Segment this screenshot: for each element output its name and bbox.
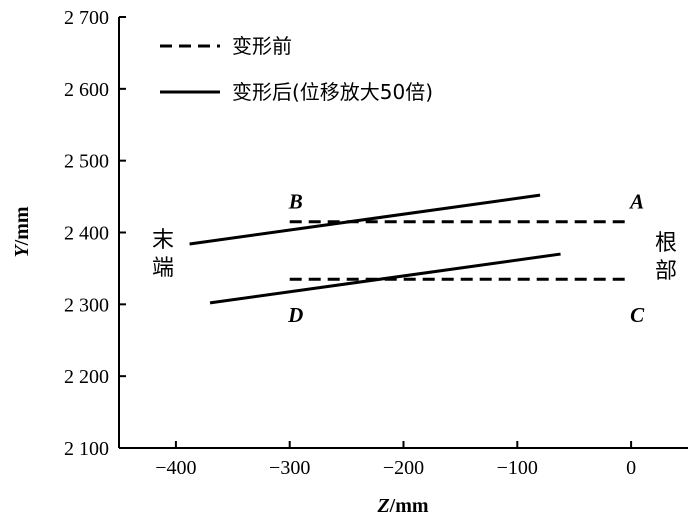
legend-label-after: 变形后(位移放大50倍) xyxy=(232,80,433,104)
x-tick-label: 0 xyxy=(626,457,636,479)
side-label-right: 根 部 xyxy=(655,231,677,284)
legend: 变形前 变形后(位移放大50倍) xyxy=(160,34,433,104)
x-tick-label: −400 xyxy=(155,457,196,479)
x-tick-label: −300 xyxy=(269,457,310,479)
side-label-left-1: 末 xyxy=(152,228,174,253)
point-label-a: A xyxy=(628,190,644,214)
y-axis-title: Y/mm xyxy=(11,206,33,257)
side-label-right-1: 根 xyxy=(655,231,677,256)
y-axis-title-unit: /mm xyxy=(11,206,33,246)
series-line-after xyxy=(209,252,561,305)
x-tick-label: −200 xyxy=(383,457,424,479)
point-label-c: C xyxy=(630,303,645,327)
x-tick-label: −100 xyxy=(497,457,538,479)
x-axis-title: Z/mm xyxy=(376,495,428,517)
y-tick-label: 2 600 xyxy=(64,79,109,101)
y-tick-label: 2 100 xyxy=(64,438,109,460)
y-ticks: 2 100 2 200 2 300 2 400 2 500 2 600 2 700 xyxy=(64,7,126,460)
y-tick-label: 2 200 xyxy=(64,366,109,388)
point-label-b: B xyxy=(288,190,303,214)
point-labels: A B C D xyxy=(287,190,645,327)
y-tick-label: 2 300 xyxy=(64,294,109,316)
y-tick-label: 2 500 xyxy=(64,151,109,173)
legend-label-before: 变形前 xyxy=(232,34,292,58)
point-label-d: D xyxy=(287,303,303,327)
y-tick-label: 2 700 xyxy=(64,7,109,29)
y-axis-title-var: Y xyxy=(11,244,33,258)
side-label-left-2: 端 xyxy=(152,256,174,281)
series-layer xyxy=(189,193,632,305)
x-axis-title-unit: /mm xyxy=(389,495,429,517)
y-tick-label: 2 400 xyxy=(64,223,109,245)
series-line-after xyxy=(189,193,541,246)
side-label-left: 末 端 xyxy=(152,228,174,281)
side-label-right-2: 部 xyxy=(655,259,677,284)
x-axis-title-var: Z xyxy=(376,495,389,517)
x-ticks: −400 −300 −200 −100 0 xyxy=(155,441,636,479)
